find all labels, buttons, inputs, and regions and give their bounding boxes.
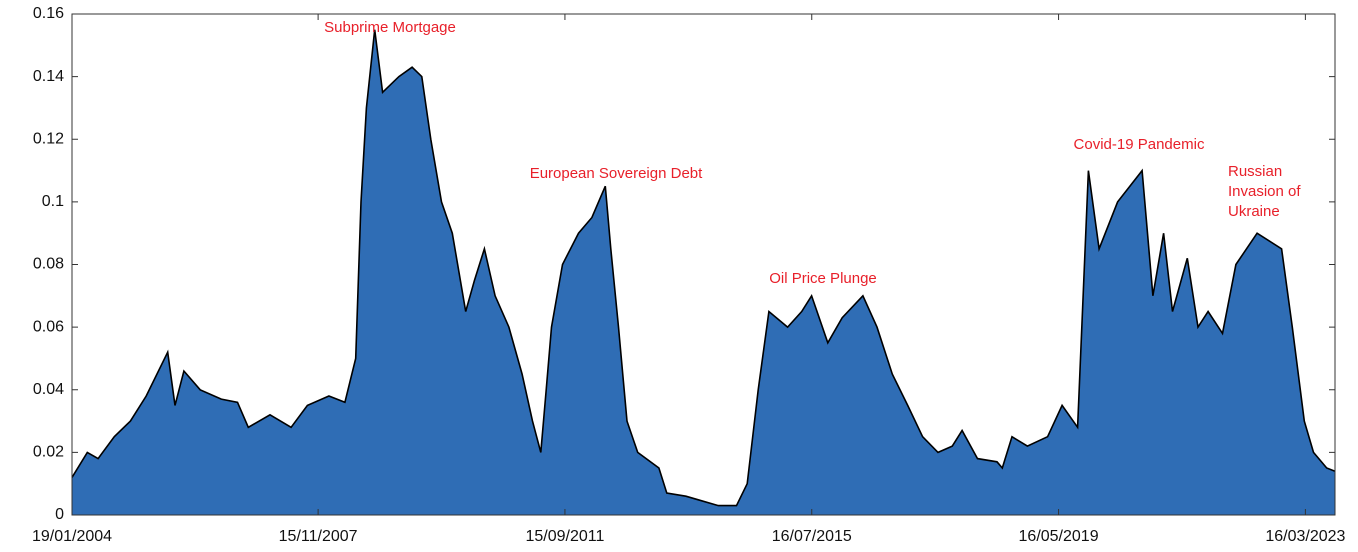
y-tick-label: 0.08 [33,256,64,273]
y-tick-label: 0.12 [33,130,64,147]
x-tick-label: 15/11/2007 [279,528,358,545]
x-tick-label: 16/07/2015 [772,528,852,545]
x-tick-label: 16/03/2023 [1265,528,1345,545]
y-tick-label: 0.02 [33,444,64,461]
y-tick-label: 0.04 [33,381,64,398]
x-tick-label: 15/09/2011 [525,528,604,545]
annotation: Subprime Mortgage [324,19,456,36]
y-tick-label: 0 [55,506,64,523]
y-tick-label: 0.16 [33,5,64,22]
y-tick-label: 0.06 [33,318,64,335]
annotation: Invasion of [1228,183,1301,200]
annotation: Covid-19 Pandemic [1074,136,1205,153]
annotation: Russian [1228,163,1282,180]
area [72,29,1335,515]
y-tick-label: 0.14 [33,68,64,85]
annotation: Oil Price Plunge [769,270,877,287]
annotation: European Sovereign Debt [530,165,703,182]
x-tick-label: 19/01/2004 [32,528,112,545]
line [71,29,1336,507]
x-tick-label: 16/05/2019 [1019,528,1099,545]
annotation: Ukraine [1228,203,1280,220]
y-tick-label: 0.1 [42,193,64,210]
